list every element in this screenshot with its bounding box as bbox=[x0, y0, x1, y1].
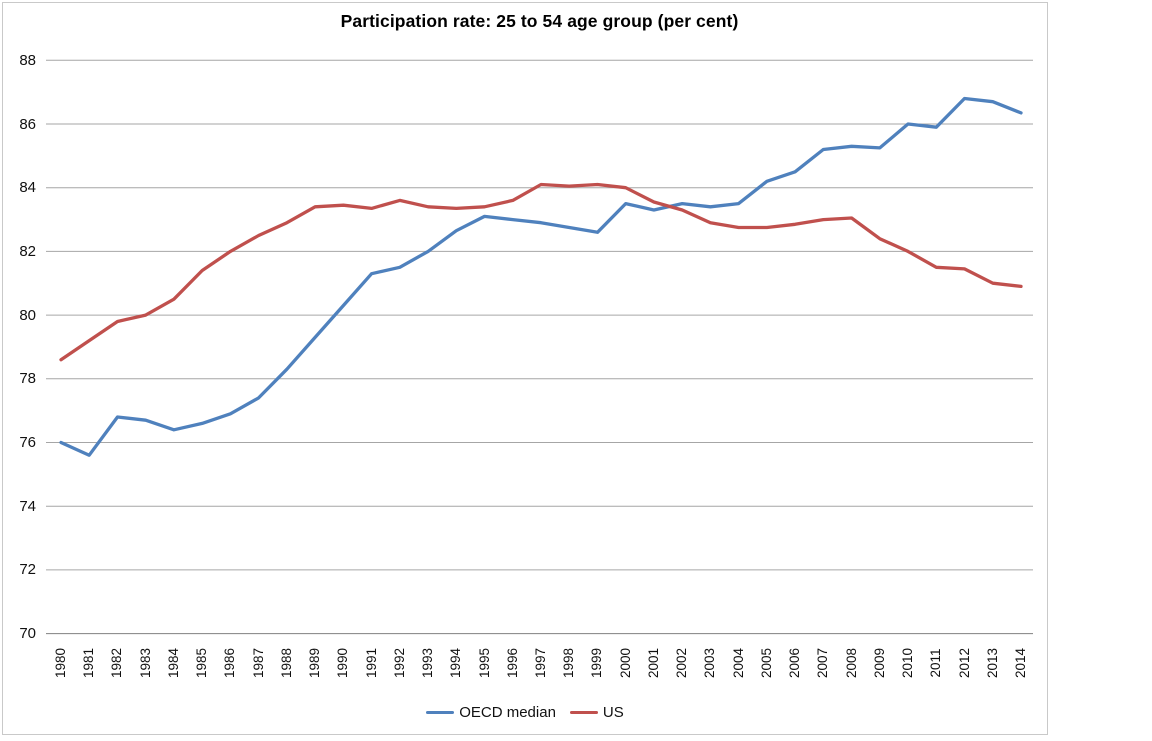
chart-frame: Participation rate: 25 to 54 age group (… bbox=[2, 2, 1048, 735]
y-tick-label: 86 bbox=[19, 115, 36, 133]
x-tick-label: 2014 bbox=[1012, 647, 1028, 679]
y-tick-label: 88 bbox=[19, 51, 36, 69]
x-tick-label: 2005 bbox=[758, 647, 774, 679]
x-tick-label: 1989 bbox=[307, 647, 323, 679]
x-tick-label: 1993 bbox=[420, 647, 436, 679]
x-tick-label: 2006 bbox=[787, 647, 803, 679]
x-tick-label: 1994 bbox=[448, 647, 464, 679]
x-tick-label: 2010 bbox=[900, 647, 916, 679]
x-tick-label: 2002 bbox=[674, 647, 690, 679]
x-tick-label: 1997 bbox=[532, 647, 548, 679]
x-tick-label: 1980 bbox=[53, 647, 68, 679]
legend-label: OECD median bbox=[459, 704, 556, 721]
legend-label: US bbox=[602, 704, 624, 721]
x-tick-label: 1996 bbox=[504, 647, 520, 679]
x-tick-label: 1999 bbox=[589, 647, 605, 679]
legend-line-swatch-icon bbox=[426, 710, 455, 715]
legend-item: OECD median bbox=[426, 704, 556, 721]
x-tick-label: 2004 bbox=[730, 647, 746, 679]
x-tick-label: 1985 bbox=[194, 647, 210, 679]
x-tick-label: 1983 bbox=[137, 647, 153, 679]
chart-title: Participation rate: 25 to 54 age group (… bbox=[340, 11, 739, 31]
x-tick-label: 1990 bbox=[335, 647, 351, 679]
x-tick-label: 1987 bbox=[250, 647, 266, 679]
x-tick-label: 1991 bbox=[363, 647, 379, 679]
y-tick-label: 80 bbox=[19, 306, 36, 324]
x-tick-label: 1995 bbox=[476, 647, 492, 679]
x-tick-label: 2009 bbox=[871, 647, 887, 679]
x-tick-label: 1982 bbox=[109, 647, 125, 679]
x-tick-label: 2011 bbox=[928, 648, 944, 678]
x-tick-label: 1998 bbox=[561, 647, 577, 679]
x-tick-label: 2001 bbox=[645, 647, 661, 679]
legend-item: US bbox=[569, 704, 624, 721]
series-line-oecd-median bbox=[59, 96, 1023, 457]
y-tick-label: 70 bbox=[19, 625, 36, 643]
plot-area bbox=[46, 59, 1033, 635]
series-line-us bbox=[59, 182, 1023, 362]
x-tick-label: 2007 bbox=[815, 647, 831, 679]
y-tick-label: 72 bbox=[19, 561, 36, 579]
y-tick-label: 74 bbox=[19, 497, 36, 515]
x-tick-label: 1981 bbox=[81, 647, 97, 679]
x-tick-label: 2012 bbox=[956, 647, 972, 679]
y-tick-label: 82 bbox=[19, 242, 36, 260]
y-tick-label: 78 bbox=[19, 370, 36, 388]
y-tick-label: 84 bbox=[19, 179, 36, 197]
legend: OECD median US bbox=[3, 704, 1047, 721]
x-tick-label: 2003 bbox=[702, 647, 718, 679]
x-tick-label: 1986 bbox=[222, 647, 238, 679]
x-tick-label: 2013 bbox=[984, 647, 1000, 679]
x-tick-label: 1984 bbox=[165, 647, 181, 679]
x-tick-label: 2008 bbox=[843, 647, 859, 679]
y-tick-label: 76 bbox=[19, 434, 36, 451]
legend-line-swatch-icon bbox=[569, 710, 598, 715]
x-tick-label: 1988 bbox=[278, 647, 294, 679]
x-tick-label: 2000 bbox=[617, 647, 633, 679]
x-tick-label: 1992 bbox=[391, 647, 407, 679]
